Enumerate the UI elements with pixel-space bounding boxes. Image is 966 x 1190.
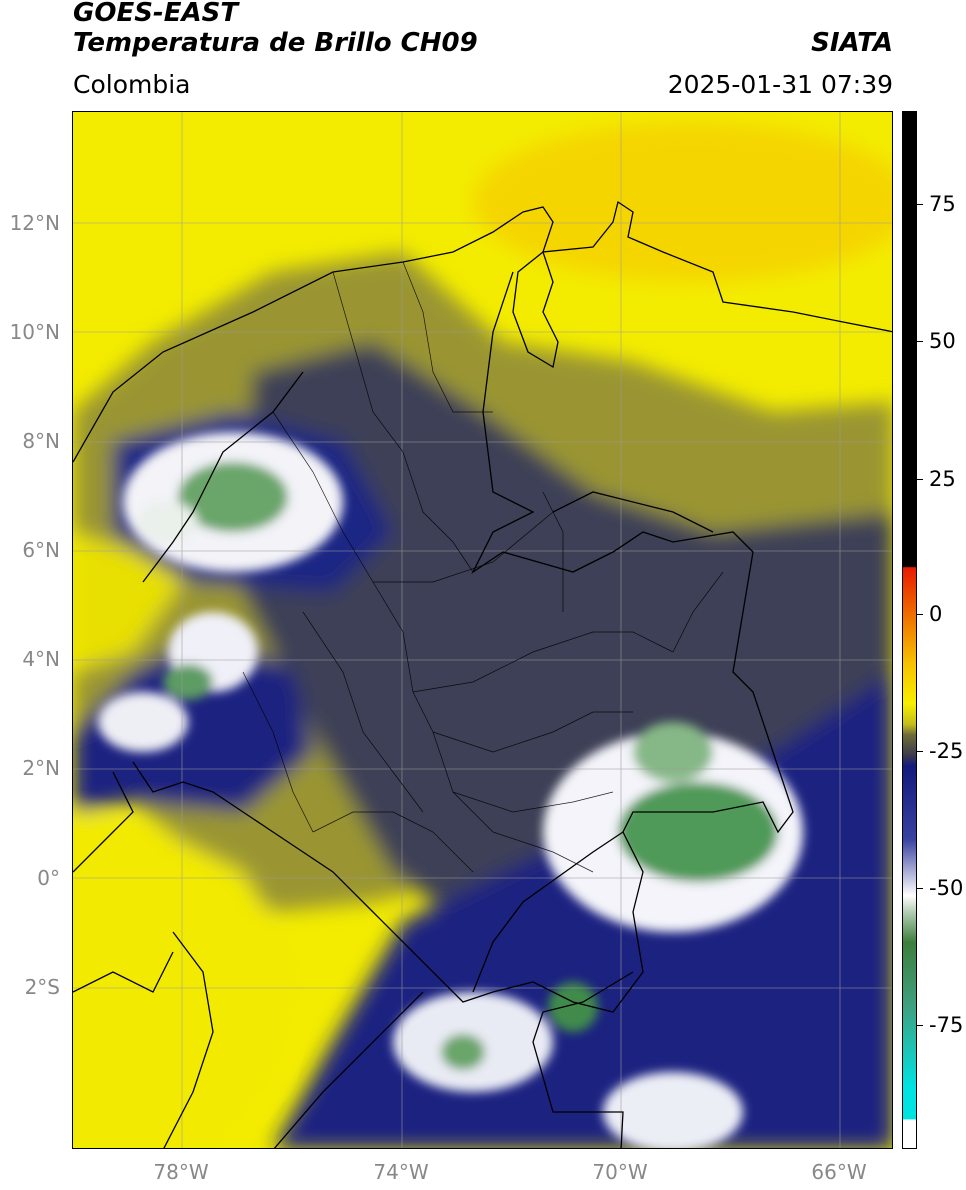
cbar-mark-neg25 [917,751,923,752]
product-title: Temperatura de Brillo CH09 [73,28,478,58]
agency-label: SIATA [811,28,893,58]
lon-tick-78w: 78°W [153,1160,209,1184]
department-borders [242,261,724,873]
cbar-mark-75 [917,204,923,205]
cbar-tick-neg50: -50 [929,876,964,900]
cbar-mark-25 [917,479,923,480]
brightness-temperature-field [73,112,892,1148]
cbar-tick-50: 50 [929,329,956,353]
lat-tick-6n: 6°N [22,538,60,562]
cbar-tick-neg25: -25 [929,739,964,763]
satellite-title: GOES-EAST [73,0,239,28]
lon-tick-74w: 74°W [373,1160,429,1184]
cbar-mark-neg50 [917,888,923,889]
cbar-tick-75: 75 [929,192,956,216]
datetime-label: 2025-01-31 07:39 [667,70,893,99]
cbar-tick-neg75: -75 [929,1013,964,1037]
lat-tick-8n: 8°N [22,429,60,453]
lat-tick-10n: 10°N [9,320,60,344]
lon-tick-70w: 70°W [592,1160,648,1184]
colorbar-gradient [903,112,916,1148]
lon-tick-66w: 66°W [811,1160,867,1184]
cbar-tick-25: 25 [929,467,956,491]
lat-tick-2s: 2°S [24,975,60,999]
cbar-mark-0 [917,614,923,615]
lat-tick-0: 0° [37,866,60,890]
lat-tick-12n: 12°N [9,211,60,235]
cbar-mark-neg75 [917,1025,923,1026]
lat-tick-2n: 2°N [22,756,60,780]
lat-tick-4n: 4°N [22,647,60,671]
cbar-mark-50 [917,341,923,342]
satellite-map[interactable] [72,111,893,1149]
region-label: Colombia [73,70,191,99]
cbar-tick-0: 0 [929,602,943,626]
colorbar [902,111,917,1149]
